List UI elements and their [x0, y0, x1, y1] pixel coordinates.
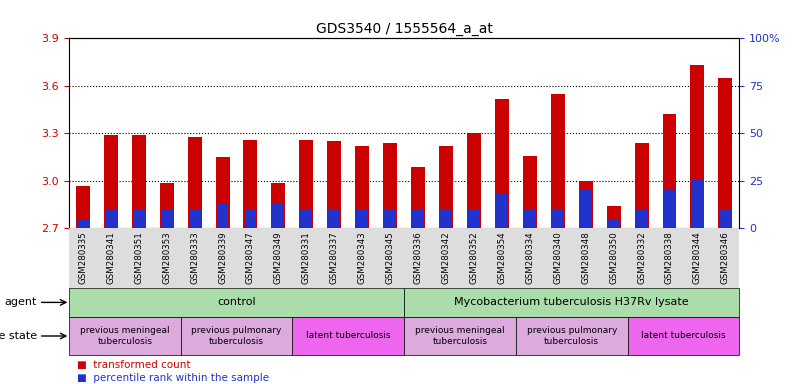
Bar [608, 219, 619, 228]
Bar [180, 317, 292, 355]
Text: GSM280335: GSM280335 [78, 232, 87, 284]
Text: ■  transformed count: ■ transformed count [77, 360, 191, 370]
Bar [161, 209, 172, 228]
Text: GSM280331: GSM280331 [302, 232, 311, 284]
Text: GSM280352: GSM280352 [469, 232, 478, 284]
Bar [159, 182, 174, 228]
Bar [404, 288, 739, 317]
Bar [328, 141, 341, 228]
Bar [189, 209, 200, 228]
Text: previous meningeal
tuberculosis: previous meningeal tuberculosis [80, 326, 170, 346]
Bar [76, 186, 90, 228]
Bar [69, 288, 404, 317]
Bar [216, 204, 228, 228]
Text: GSM280344: GSM280344 [693, 232, 702, 284]
Bar [244, 209, 256, 228]
Bar [105, 209, 117, 228]
Text: GSM280341: GSM280341 [107, 232, 115, 284]
Bar [404, 317, 516, 355]
Bar [328, 209, 340, 228]
Bar [719, 209, 731, 228]
Text: GSM280340: GSM280340 [553, 232, 562, 284]
Bar [628, 317, 739, 355]
Bar [467, 134, 481, 228]
Bar [77, 219, 89, 228]
Bar [495, 99, 509, 228]
Bar [663, 190, 675, 228]
Text: latent tuberculosis: latent tuberculosis [641, 331, 726, 341]
Bar [272, 204, 284, 228]
Text: GSM280348: GSM280348 [582, 232, 590, 284]
Bar [187, 137, 202, 228]
Bar [578, 181, 593, 228]
Title: GDS3540 / 1555564_a_at: GDS3540 / 1555564_a_at [316, 22, 493, 36]
Bar [524, 209, 536, 228]
Bar [292, 317, 405, 355]
Bar [244, 140, 257, 228]
Bar [300, 140, 313, 228]
Text: GSM280354: GSM280354 [497, 232, 506, 284]
Bar [690, 65, 704, 228]
Bar [131, 135, 146, 228]
Text: GSM280345: GSM280345 [385, 232, 395, 284]
Text: GSM280342: GSM280342 [441, 232, 450, 284]
Text: GSM280350: GSM280350 [609, 232, 618, 284]
Text: GSM280338: GSM280338 [665, 232, 674, 284]
Bar [551, 94, 565, 228]
Bar [523, 156, 537, 228]
Bar [691, 179, 703, 228]
Text: GSM280346: GSM280346 [721, 232, 730, 284]
Text: GSM280333: GSM280333 [190, 232, 199, 284]
Bar [355, 146, 369, 228]
Bar [413, 209, 424, 228]
Bar [356, 209, 368, 228]
Text: disease state: disease state [0, 331, 37, 341]
Bar [384, 209, 396, 228]
Bar [516, 317, 628, 355]
Text: GSM280336: GSM280336 [413, 232, 423, 284]
Text: GSM280343: GSM280343 [358, 232, 367, 284]
Text: GSM280349: GSM280349 [274, 232, 283, 284]
Bar [104, 135, 118, 228]
Text: control: control [217, 297, 256, 308]
Bar [300, 209, 312, 228]
Text: previous meningeal
tuberculosis: previous meningeal tuberculosis [415, 326, 505, 346]
Text: GSM280339: GSM280339 [218, 232, 227, 284]
Bar [468, 209, 480, 228]
Text: latent tuberculosis: latent tuberculosis [306, 331, 391, 341]
Text: GSM280334: GSM280334 [525, 232, 534, 284]
Bar [606, 206, 621, 228]
Bar [662, 114, 677, 228]
Bar [272, 182, 285, 228]
Bar [718, 78, 732, 228]
Bar [411, 167, 425, 228]
Bar [496, 194, 508, 228]
Text: GSM280353: GSM280353 [162, 232, 171, 284]
Text: GSM280351: GSM280351 [135, 232, 143, 284]
Bar [634, 143, 649, 228]
Bar [215, 157, 230, 228]
Text: GSM280347: GSM280347 [246, 232, 255, 284]
Bar [133, 209, 145, 228]
Bar [580, 190, 592, 228]
Text: agent: agent [4, 297, 37, 308]
Text: ■  percentile rank within the sample: ■ percentile rank within the sample [77, 373, 269, 383]
Text: previous pulmonary
tuberculosis: previous pulmonary tuberculosis [526, 326, 617, 346]
Text: GSM280332: GSM280332 [637, 232, 646, 284]
Bar [552, 209, 564, 228]
Bar [440, 209, 452, 228]
Text: Mycobacterium tuberculosis H37Rv lysate: Mycobacterium tuberculosis H37Rv lysate [454, 297, 689, 308]
Bar [439, 146, 453, 228]
Text: previous pulmonary
tuberculosis: previous pulmonary tuberculosis [191, 326, 282, 346]
Bar [636, 209, 647, 228]
Bar [383, 143, 397, 228]
Bar [69, 317, 180, 355]
Text: GSM280337: GSM280337 [330, 232, 339, 284]
Bar [69, 228, 739, 288]
